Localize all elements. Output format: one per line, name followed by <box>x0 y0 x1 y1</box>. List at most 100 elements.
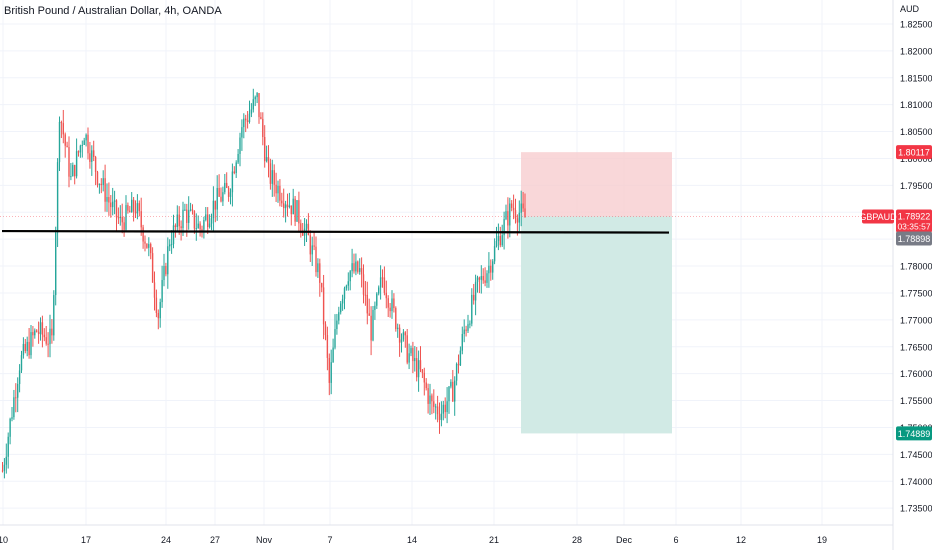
candle-body <box>366 294 368 314</box>
candle-body <box>193 210 196 229</box>
candle-body <box>178 214 180 227</box>
candle-body <box>43 334 45 338</box>
candle-body <box>486 273 488 283</box>
candle-body <box>239 137 241 154</box>
position-zones[interactable] <box>521 152 672 434</box>
candle-body <box>245 118 247 121</box>
candle-body <box>397 327 399 329</box>
candle-body <box>372 309 374 341</box>
candle-body <box>421 369 424 373</box>
candle-body <box>5 456 7 465</box>
candle-body <box>20 355 23 371</box>
candle-body <box>402 332 405 340</box>
candles <box>1 88 526 479</box>
price-tick-label: 1.80500 <box>900 127 932 137</box>
price-tick-label: 1.74500 <box>900 450 932 460</box>
target-price-label-text: 1.74889 <box>898 429 931 439</box>
candle-body <box>150 244 152 254</box>
candle-body <box>56 162 59 233</box>
candle-body <box>83 140 85 145</box>
candle-body <box>480 276 482 280</box>
current-price-label: 1.78898 <box>896 231 932 246</box>
symbol-label-text: GBPAUD <box>859 212 897 222</box>
candle-body <box>417 360 420 378</box>
candle-body <box>484 280 486 283</box>
candle-body <box>362 274 365 295</box>
support-level-line[interactable] <box>1 229 670 234</box>
level-lines[interactable] <box>0 216 893 234</box>
time-tick-label: 7 <box>327 535 332 545</box>
candle-body <box>334 329 336 348</box>
time-tick-label: 14 <box>407 535 417 545</box>
candle-body <box>336 320 338 330</box>
candle-body <box>311 245 313 255</box>
time-tick-label: 21 <box>489 535 499 545</box>
candle-body <box>75 151 78 177</box>
candle-body <box>307 223 310 236</box>
candle-body <box>11 417 13 419</box>
candle-body <box>212 200 215 219</box>
candle-body <box>208 223 211 228</box>
candle-body <box>448 386 450 402</box>
candle-body <box>509 203 511 226</box>
last-price-bg <box>896 209 932 233</box>
candle-body <box>368 313 370 316</box>
price-tick-label: 1.78000 <box>900 262 932 272</box>
candle-body <box>463 329 465 335</box>
candle-body <box>79 145 82 153</box>
candle-body <box>98 183 101 185</box>
candle-body <box>433 401 435 407</box>
candle-body <box>15 397 17 399</box>
candle-body <box>106 197 108 202</box>
candle-body <box>338 312 340 321</box>
candle-body <box>518 212 520 223</box>
candle-body <box>172 225 175 245</box>
price-tick-label: 1.74000 <box>900 477 932 487</box>
candle-body <box>507 211 509 226</box>
candle-body <box>265 157 268 162</box>
candle-body <box>167 246 169 275</box>
candle-body <box>151 253 154 283</box>
candle-body <box>374 305 376 310</box>
candle-body <box>254 97 256 100</box>
take-profit-zone[interactable] <box>521 216 672 434</box>
price-tick-label: 1.79500 <box>900 181 932 191</box>
candle-body <box>58 121 61 163</box>
candle-body <box>319 263 321 283</box>
candle-body <box>383 277 386 293</box>
price-tick-label: 1.76000 <box>900 369 932 379</box>
candle-body <box>134 211 137 214</box>
candle-body <box>256 93 258 98</box>
candle-body <box>146 243 148 248</box>
stop-loss-zone[interactable] <box>521 152 672 217</box>
candle-body <box>435 406 437 408</box>
candle-body <box>412 348 414 362</box>
candle-body <box>201 229 203 231</box>
candle-body <box>235 162 237 174</box>
candle-body <box>218 187 220 197</box>
candle-body <box>37 331 40 335</box>
candle-body <box>302 230 304 236</box>
time-tick-label: 12 <box>736 535 746 545</box>
candle-body <box>45 337 47 344</box>
candle-body <box>271 170 273 184</box>
candle-body <box>94 157 97 172</box>
time-tick-label: Nov <box>256 535 273 545</box>
candle-body <box>281 200 283 204</box>
candle-body <box>298 200 300 224</box>
candle-body <box>163 266 165 280</box>
candle-body <box>332 347 334 363</box>
candle-body <box>482 276 484 281</box>
candle-body <box>9 418 11 437</box>
candle-body <box>231 171 234 193</box>
candle-body <box>414 358 416 362</box>
candle-body <box>290 205 292 215</box>
candle-body <box>296 200 298 222</box>
price-tick-label: 1.81500 <box>900 73 932 83</box>
candle-body <box>176 214 178 227</box>
candle-body <box>207 214 209 228</box>
candle-body <box>378 287 380 294</box>
candle-body <box>250 109 253 114</box>
